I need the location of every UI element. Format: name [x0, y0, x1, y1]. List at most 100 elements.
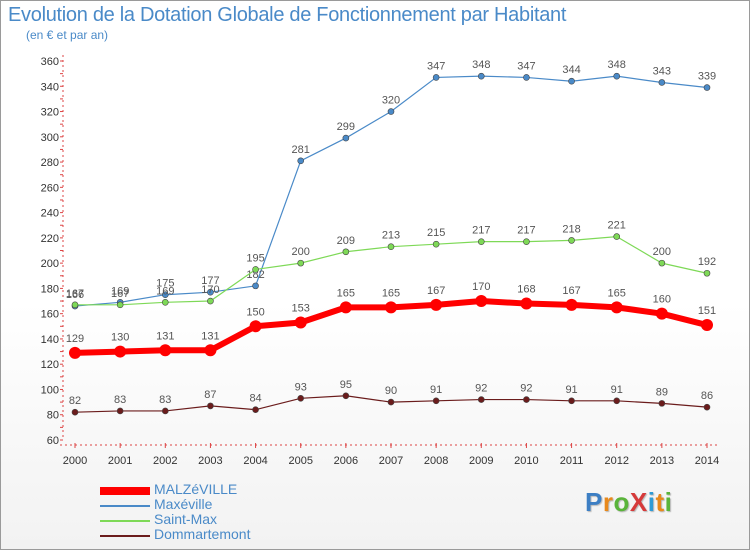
data-label: 200	[292, 246, 310, 258]
data-point	[342, 248, 350, 256]
x-tick-label: 2000	[63, 455, 87, 467]
data-point	[207, 288, 214, 296]
data-point	[339, 301, 352, 314]
data-point	[161, 291, 169, 299]
data-point	[568, 237, 575, 244]
chart-title: Evolution de la Dotation Globale de Fonc…	[8, 4, 567, 26]
x-tick-label: 2002	[153, 455, 177, 467]
x-tick-label: 2008	[424, 455, 448, 467]
data-point	[159, 344, 172, 357]
data-label: 91	[565, 384, 577, 396]
data-label: 83	[159, 394, 171, 406]
x-tick-label: 2011	[560, 455, 584, 467]
legend-label: Saint-Max	[154, 511, 218, 527]
data-point	[387, 398, 395, 406]
data-label: 91	[430, 384, 442, 396]
data-point	[523, 238, 530, 245]
data-label: 217	[472, 225, 490, 237]
logo-letter: o	[613, 487, 630, 517]
x-tick-label: 2001	[108, 455, 132, 467]
data-label: 130	[111, 332, 129, 344]
y-tick-label: 100	[41, 384, 59, 396]
data-point	[297, 259, 305, 267]
data-point	[161, 407, 169, 415]
logo-letter: i	[664, 487, 673, 517]
data-label: 167	[562, 285, 580, 297]
data-point	[613, 233, 621, 240]
data-point	[252, 406, 259, 413]
data-point	[387, 108, 395, 115]
data-point	[294, 316, 307, 329]
data-point	[703, 269, 711, 277]
data-label: 165	[337, 287, 355, 299]
data-label: 215	[427, 227, 445, 239]
data-label: 347	[517, 60, 535, 72]
data-label: 195	[246, 252, 264, 264]
chart-subtitle: (en € et par an)	[26, 28, 109, 42]
x-tick-label: 2004	[243, 455, 267, 467]
data-point	[565, 298, 578, 311]
data-point	[432, 240, 440, 248]
data-point	[658, 400, 666, 407]
data-point	[610, 301, 623, 314]
data-label: 343	[653, 65, 671, 77]
logo-letter: P	[585, 487, 603, 517]
data-label: 169	[156, 285, 174, 297]
logo-letter: t	[655, 487, 665, 517]
data-label: 90	[385, 385, 397, 397]
data-point	[252, 282, 259, 290]
data-label: 87	[204, 389, 216, 401]
data-point	[387, 243, 395, 251]
data-label: 160	[653, 294, 671, 306]
data-label: 347	[427, 60, 445, 72]
data-point	[204, 344, 217, 357]
data-label: 83	[114, 394, 126, 406]
data-label: 348	[608, 59, 626, 71]
data-label: 299	[337, 121, 355, 133]
data-point	[477, 238, 485, 245]
data-point	[655, 307, 668, 320]
data-point	[252, 266, 259, 273]
data-label: 175	[156, 278, 174, 290]
data-label: 339	[698, 71, 716, 83]
data-point	[116, 301, 124, 309]
data-label: 95	[340, 379, 352, 391]
data-label: 217	[517, 225, 535, 237]
data-point	[432, 397, 440, 405]
x-tick-label: 2005	[288, 455, 312, 467]
data-label: 92	[520, 383, 532, 395]
data-point	[116, 407, 124, 415]
data-point	[477, 72, 485, 80]
x-tick-label: 2014	[695, 455, 719, 467]
legend-swatch	[100, 487, 150, 495]
data-point	[520, 297, 533, 310]
data-label: 209	[337, 235, 355, 247]
data-point	[568, 77, 575, 85]
data-label: 200	[653, 246, 671, 258]
y-tick-label: 360	[41, 56, 59, 68]
data-point	[297, 157, 305, 165]
data-label: 131	[156, 330, 174, 342]
legend-label: Dommartemont	[154, 526, 251, 542]
data-point	[430, 298, 443, 311]
data-label: 177	[201, 275, 219, 287]
data-label: 166	[66, 289, 84, 301]
legend-swatch	[100, 535, 150, 537]
proxiti-logo: ProXiti	[585, 487, 672, 518]
data-point	[613, 72, 621, 80]
x-tick-label: 2013	[650, 455, 674, 467]
data-point	[114, 345, 127, 358]
data-label: 348	[472, 59, 490, 71]
data-label: 153	[292, 303, 310, 315]
data-label: 165	[608, 287, 626, 299]
data-point	[297, 395, 305, 402]
data-label: 221	[608, 220, 626, 232]
y-tick-label: 340	[41, 81, 59, 93]
y-tick-label: 240	[41, 208, 59, 220]
legend-label: Maxéville	[154, 496, 213, 512]
data-point	[342, 392, 350, 400]
data-label: 167	[66, 288, 84, 300]
x-tick-label: 2006	[334, 455, 358, 467]
y-tick-label: 320	[41, 107, 59, 119]
data-label: 82	[69, 395, 81, 407]
